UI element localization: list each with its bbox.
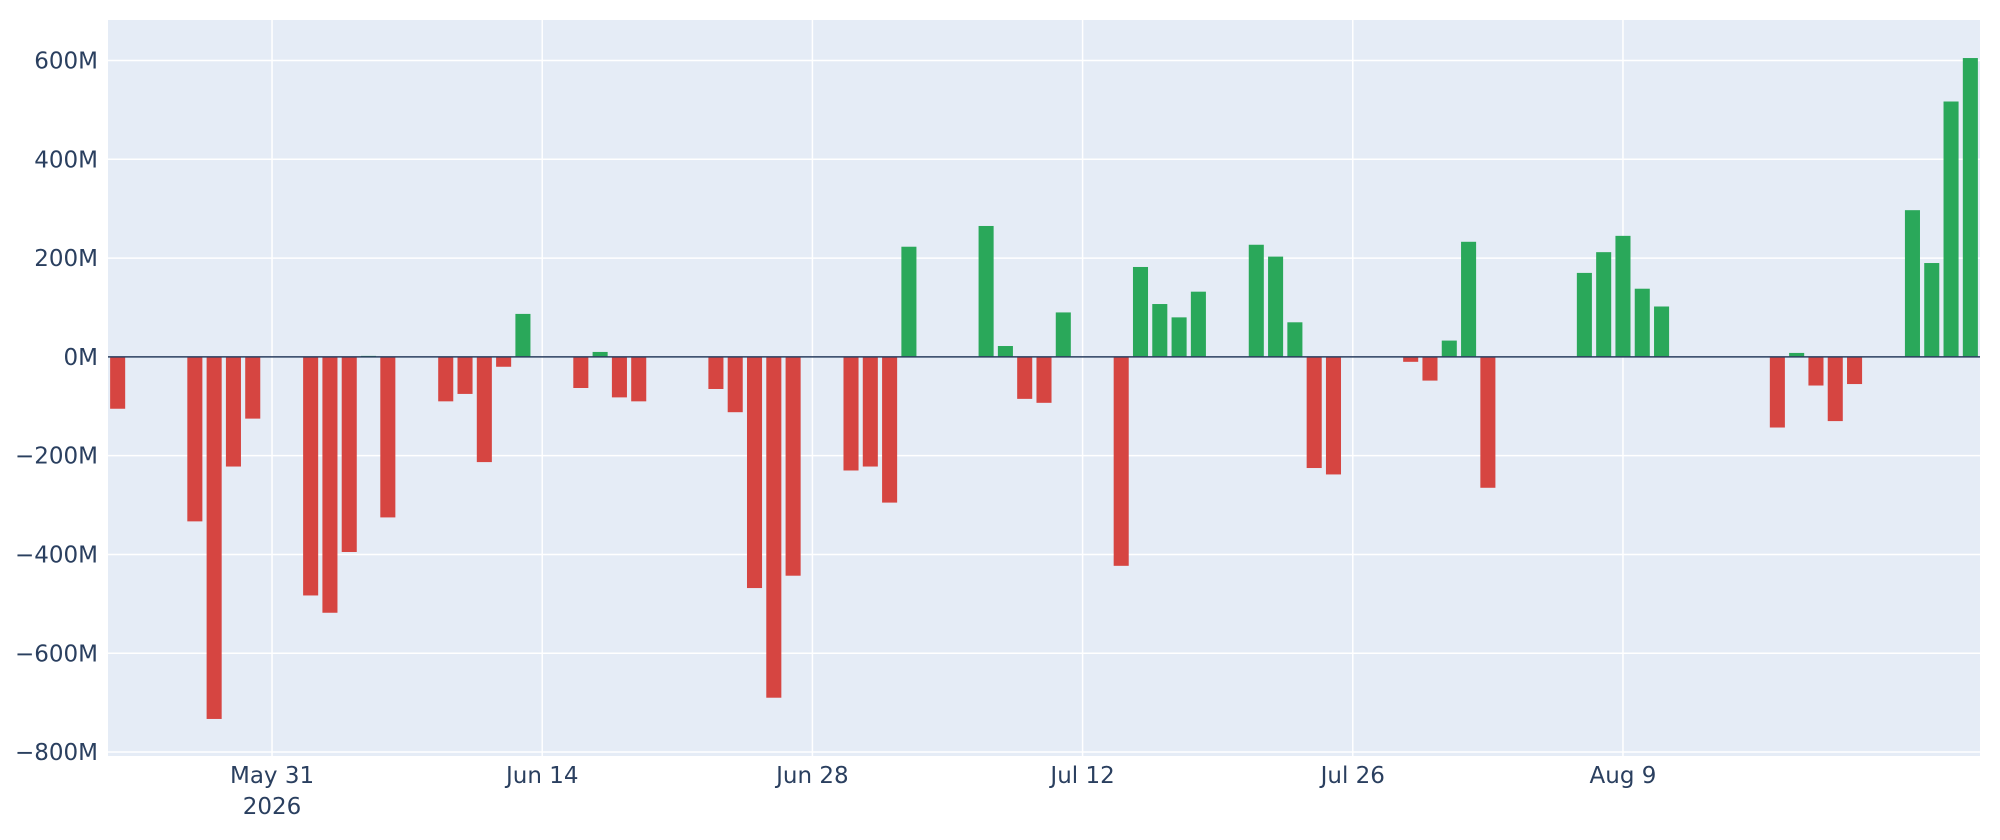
bar — [1055, 312, 1071, 357]
bar — [766, 356, 782, 698]
bar — [862, 356, 878, 467]
x-tick-label: Jun 14 — [504, 763, 579, 789]
bar — [882, 356, 898, 503]
bar — [380, 356, 396, 518]
bar — [631, 356, 647, 402]
bar — [1036, 356, 1052, 403]
y-tick-label: 0M — [64, 345, 98, 371]
y-tick-label: −600M — [15, 641, 98, 667]
bar — [1789, 352, 1805, 357]
x-tick-sublabel: 2026 — [243, 794, 302, 820]
bar — [708, 356, 724, 389]
bar — [901, 246, 917, 357]
bar — [727, 356, 743, 413]
y-tick-label: −400M — [15, 542, 98, 568]
bar — [341, 356, 357, 552]
bar — [438, 356, 454, 402]
bar — [1480, 356, 1496, 488]
y-tick-label: −800M — [15, 740, 98, 766]
bar — [1615, 235, 1631, 357]
bar — [1113, 356, 1129, 566]
x-tick-label: Jun 28 — [774, 763, 849, 789]
bar — [1422, 356, 1438, 381]
bar — [1634, 288, 1650, 357]
bar — [1171, 317, 1187, 357]
bar — [1847, 356, 1863, 385]
bar — [1268, 256, 1284, 357]
bar — [746, 356, 763, 589]
bar — [573, 356, 589, 388]
bar — [1461, 241, 1477, 357]
bar — [1904, 210, 1920, 357]
bar — [1325, 356, 1342, 475]
bar — [1403, 356, 1419, 362]
bar — [1769, 356, 1785, 428]
x-tick-label: Jul 26 — [1319, 763, 1385, 789]
bar — [1190, 291, 1206, 357]
y-tick-label: 400M — [34, 147, 98, 173]
bar — [1924, 263, 1940, 357]
bar — [515, 313, 531, 357]
bar — [1248, 244, 1264, 357]
bar — [785, 356, 801, 576]
bar — [110, 356, 126, 409]
bar — [1943, 101, 1959, 357]
bar — [1287, 322, 1303, 357]
bar — [245, 356, 261, 419]
bar — [476, 356, 492, 463]
bar — [1441, 340, 1457, 357]
bar — [843, 356, 859, 471]
y-tick-label: 600M — [34, 49, 98, 75]
bar — [592, 351, 608, 357]
x-tick-label: Jul 12 — [1048, 763, 1114, 789]
bar — [611, 356, 627, 398]
bar — [225, 356, 241, 467]
y-axis-tick-labels: 600M 400M 200M 0M −200M −400M −600M −800M — [15, 49, 98, 767]
bar — [1827, 356, 1843, 422]
bar — [457, 356, 473, 394]
bar — [206, 356, 222, 719]
bar — [1132, 266, 1149, 357]
bar — [322, 356, 338, 613]
bar — [1017, 356, 1033, 399]
bar — [1962, 58, 1978, 357]
y-tick-label: 200M — [34, 246, 98, 272]
bar — [997, 346, 1013, 357]
x-tick-label: May 31 — [230, 763, 314, 789]
bar — [1808, 356, 1824, 386]
x-axis-tick-labels: May 31 2026 Jun 14 Jun 28 Jul 12 Jul 26 Aug 9 — [230, 763, 1656, 820]
x-tick-label: Aug 9 — [1590, 763, 1657, 789]
bar — [1576, 272, 1592, 357]
y-tick-label: −200M — [15, 444, 98, 470]
bars — [110, 58, 1978, 719]
bar — [1596, 252, 1612, 357]
bar — [303, 356, 319, 596]
bar — [496, 356, 512, 367]
gridlines — [108, 20, 1980, 756]
bar — [1152, 304, 1168, 357]
bar — [187, 356, 203, 522]
bar — [978, 225, 994, 357]
bar — [1306, 356, 1322, 469]
bar — [1654, 306, 1670, 357]
